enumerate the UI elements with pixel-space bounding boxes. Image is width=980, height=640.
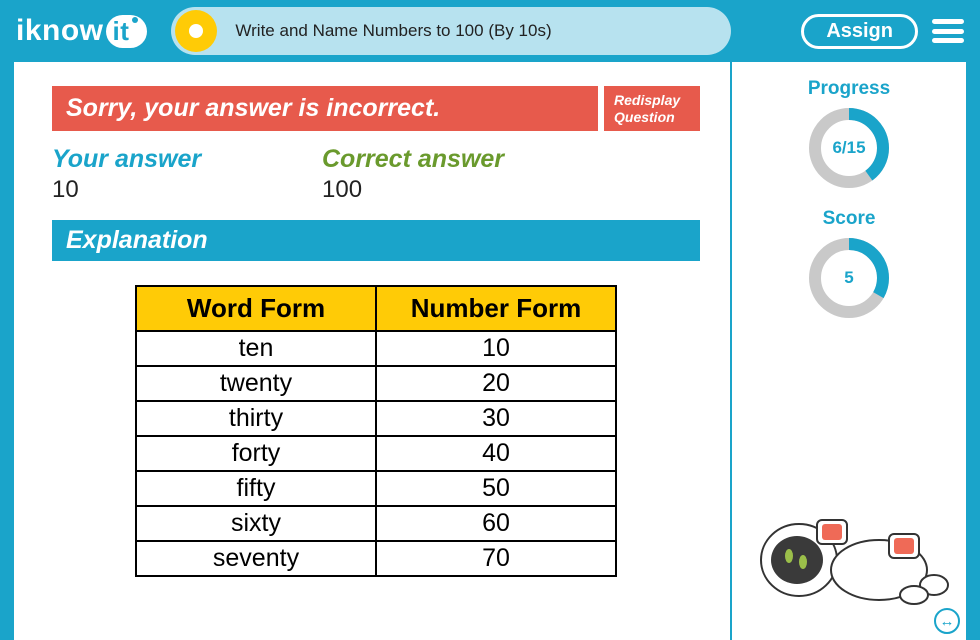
logo[interactable]: iknowit	[16, 14, 147, 48]
table-cell: 30	[376, 401, 616, 436]
table-cell: 20	[376, 366, 616, 401]
score-label: Score	[742, 208, 956, 230]
forms-table: Word FormNumber Form ten10twenty20thirty…	[135, 285, 617, 577]
score-text: 5	[807, 236, 891, 320]
table-cell: seventy	[136, 541, 376, 576]
lesson-pill[interactable]: Write and Name Numbers to 100 (By 10s)	[171, 7, 731, 55]
correct-answer-value: 100	[322, 176, 592, 204]
bulb-icon	[132, 17, 138, 23]
progress-text: 6/15	[807, 106, 891, 190]
table-cell: sixty	[136, 506, 376, 541]
table-row: ten10	[136, 331, 616, 366]
table-row: forty40	[136, 436, 616, 471]
table-cell: 40	[376, 436, 616, 471]
table-cell: 10	[376, 331, 616, 366]
progress-ring: 6/15	[807, 106, 891, 190]
table-cell: 70	[376, 541, 616, 576]
table-row: sixty60	[136, 506, 616, 541]
top-bar: iknowit Write and Name Numbers to 100 (B…	[0, 0, 980, 62]
explanation-heading: Explanation	[52, 220, 700, 261]
assign-button[interactable]: Assign	[801, 14, 918, 49]
resize-icon[interactable]: ↔	[934, 608, 960, 634]
table-cell: thirty	[136, 401, 376, 436]
lesson-title: Write and Name Numbers to 100 (By 10s)	[235, 21, 551, 41]
table-cell: twenty	[136, 366, 376, 401]
table-cell: fifty	[136, 471, 376, 506]
menu-icon[interactable]	[932, 19, 964, 43]
table-cell: ten	[136, 331, 376, 366]
sidebar: Progress 6/15 Score 5	[730, 62, 966, 640]
feedback-message: Sorry, your answer is incorrect.	[52, 86, 598, 131]
table-cell: 60	[376, 506, 616, 541]
mascot-image	[732, 490, 966, 610]
table-row: twenty20	[136, 366, 616, 401]
progress-label: Progress	[742, 78, 956, 100]
main-panel: Sorry, your answer is incorrect. Redispl…	[14, 62, 730, 640]
redisplay-question-button[interactable]: Redisplay Question	[604, 86, 700, 131]
table-cell: forty	[136, 436, 376, 471]
logo-text-part1: iknow	[16, 14, 104, 48]
your-answer-value: 10	[52, 176, 322, 204]
table-header: Number Form	[376, 286, 616, 331]
table-row: seventy70	[136, 541, 616, 576]
your-answer-label: Your answer	[52, 145, 322, 174]
table-cell: 50	[376, 471, 616, 506]
table-row: fifty50	[136, 471, 616, 506]
score-ring: 5	[807, 236, 891, 320]
correct-answer-label: Correct answer	[322, 145, 592, 174]
lesson-level-icon	[175, 10, 217, 52]
logo-text-part2: it	[113, 16, 130, 47]
table-row: thirty30	[136, 401, 616, 436]
table-header: Word Form	[136, 286, 376, 331]
